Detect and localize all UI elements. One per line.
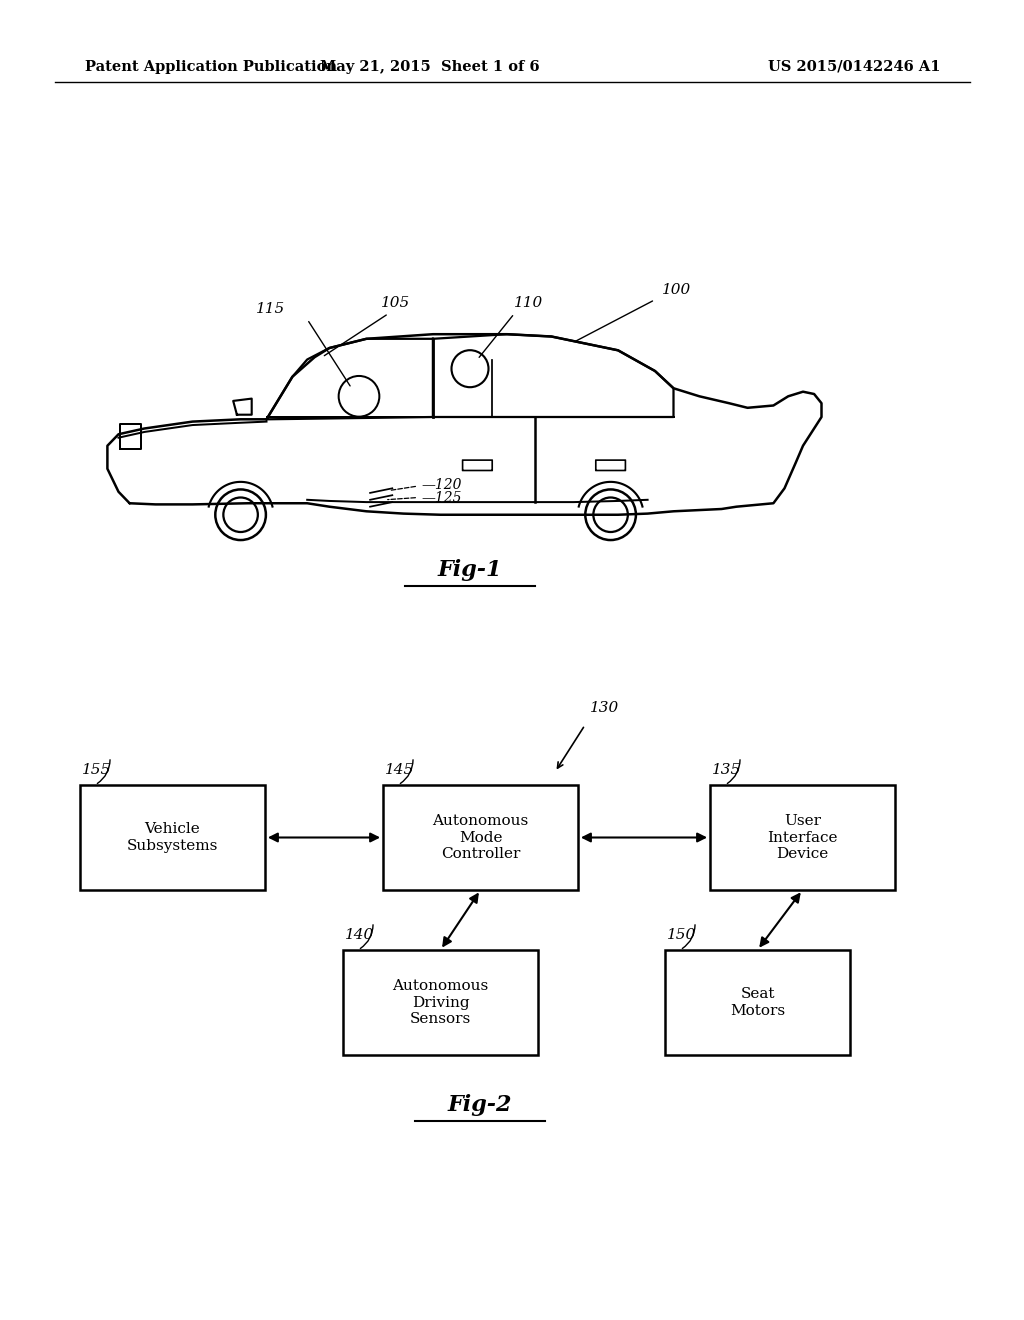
Circle shape — [452, 350, 488, 387]
Bar — [665, 950, 850, 1055]
FancyBboxPatch shape — [596, 461, 626, 470]
FancyBboxPatch shape — [463, 461, 493, 470]
Bar — [80, 785, 265, 890]
Text: 155: 155 — [82, 763, 112, 777]
Text: 115: 115 — [256, 302, 285, 315]
Circle shape — [215, 490, 266, 540]
Text: 150: 150 — [667, 928, 696, 942]
Text: Fig-2: Fig-2 — [447, 1094, 512, 1115]
Text: —125: —125 — [422, 491, 463, 504]
Text: May 21, 2015  Sheet 1 of 6: May 21, 2015 Sheet 1 of 6 — [321, 59, 540, 74]
Circle shape — [593, 498, 628, 532]
Text: 100: 100 — [663, 284, 691, 297]
Text: 110: 110 — [514, 296, 544, 310]
Bar — [383, 785, 578, 890]
Text: Vehicle
Subsystems: Vehicle Subsystems — [127, 822, 218, 853]
Text: 145: 145 — [385, 763, 415, 777]
Text: 105: 105 — [381, 296, 411, 310]
Bar — [710, 785, 895, 890]
Text: 130: 130 — [590, 701, 620, 715]
Text: Patent Application Publication: Patent Application Publication — [85, 59, 337, 74]
Circle shape — [223, 498, 258, 532]
Bar — [343, 950, 538, 1055]
Text: User
Interface
Device: User Interface Device — [767, 814, 838, 861]
Text: US 2015/0142246 A1: US 2015/0142246 A1 — [768, 59, 940, 74]
Text: Autonomous
Driving
Sensors: Autonomous Driving Sensors — [392, 979, 488, 1026]
Text: —120: —120 — [422, 478, 463, 492]
Text: Seat
Motors: Seat Motors — [730, 987, 785, 1018]
Circle shape — [586, 490, 636, 540]
Text: 140: 140 — [345, 928, 374, 942]
Text: Fig-1: Fig-1 — [437, 558, 502, 581]
Text: 135: 135 — [712, 763, 741, 777]
Text: Autonomous
Mode
Controller: Autonomous Mode Controller — [432, 814, 528, 861]
